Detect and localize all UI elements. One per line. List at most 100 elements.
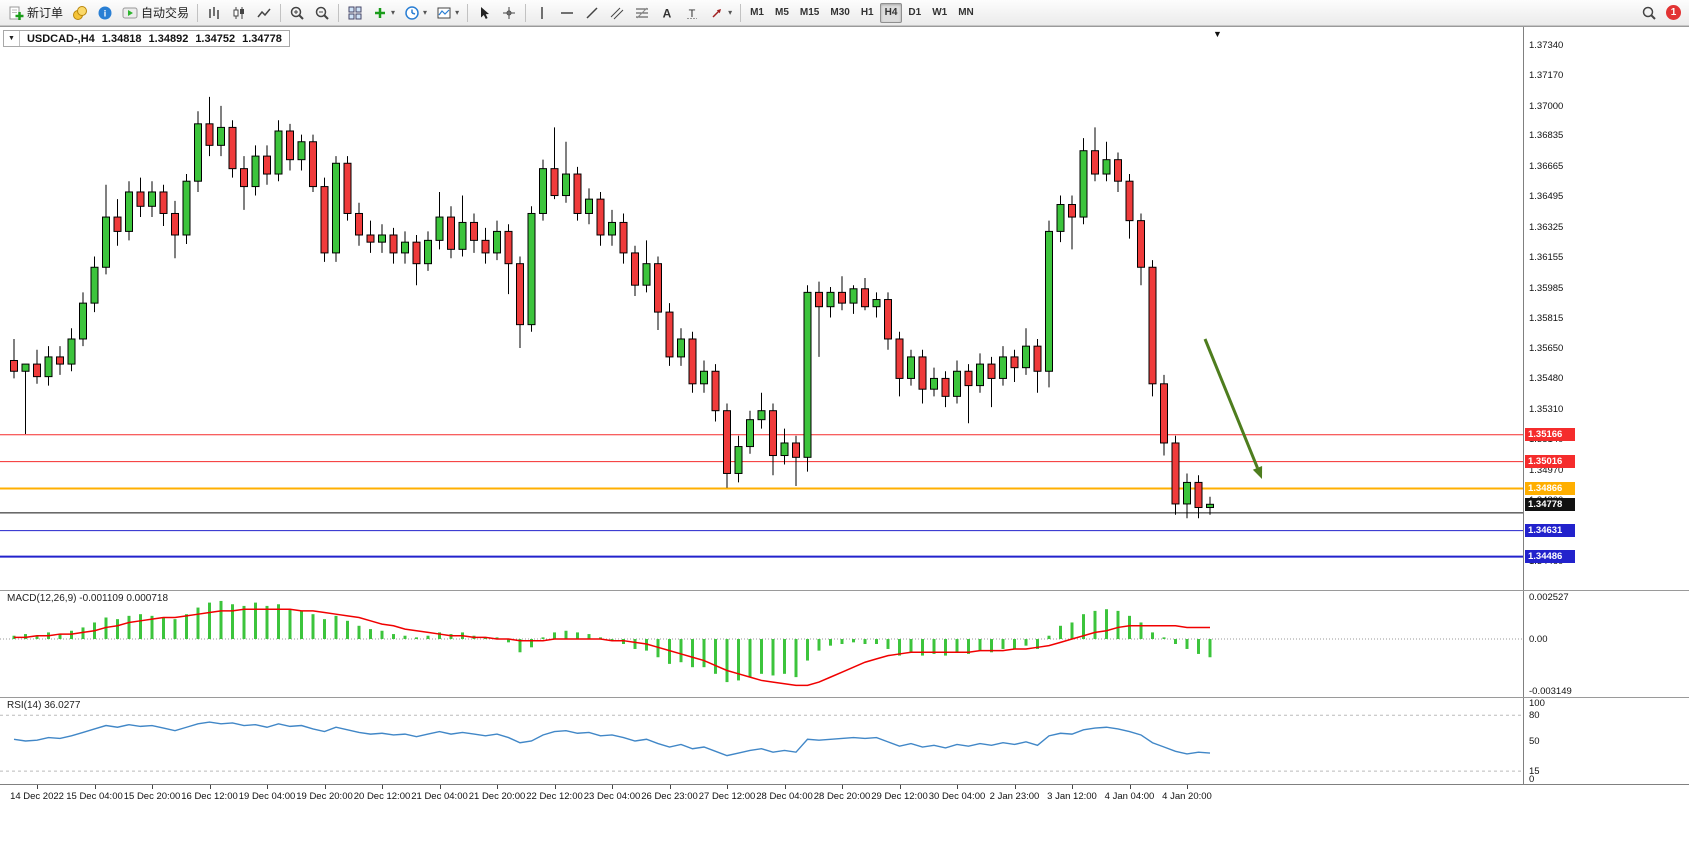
time-tick bbox=[94, 785, 96, 789]
notification-badge[interactable]: 1 bbox=[1666, 5, 1681, 20]
trendline-button[interactable] bbox=[580, 2, 604, 24]
timeframe-d1[interactable]: D1 bbox=[908, 7, 922, 18]
time-label: 16 Dec 12:00 bbox=[181, 791, 238, 802]
macd-label: MACD(12,26,9) -0.001109 0.000718 bbox=[5, 593, 171, 604]
cursor-button[interactable] bbox=[472, 2, 496, 24]
rsi-tick: 50 bbox=[1529, 736, 1540, 747]
price-tag: 1.34631 bbox=[1525, 524, 1575, 538]
timeframe-w1[interactable]: W1 bbox=[932, 7, 948, 18]
zoom-out-button[interactable] bbox=[310, 2, 334, 24]
templates-icon bbox=[436, 5, 452, 21]
symbol-dropdown-icon[interactable]: ▼ bbox=[4, 31, 20, 46]
toolbar-separator bbox=[280, 3, 282, 22]
coins-icon bbox=[72, 5, 88, 21]
candlestick-chart-button[interactable] bbox=[227, 2, 251, 24]
autotrading-button[interactable]: 自动交易 bbox=[118, 2, 193, 24]
tile-windows-button[interactable] bbox=[343, 2, 367, 24]
text-button[interactable]: A bbox=[655, 2, 679, 24]
time-label: 19 Dec 04:00 bbox=[238, 791, 296, 802]
chevron-down-icon: ▾ bbox=[728, 8, 733, 17]
vertical-line-icon bbox=[534, 5, 550, 21]
chart-ohlc-box: ▼ USDCAD-,H4 1.34818 1.34892 1.34752 1.3… bbox=[3, 30, 290, 47]
time-label: 19 Dec 20:00 bbox=[296, 791, 353, 802]
rsi-tick: 0 bbox=[1529, 774, 1535, 785]
main-chart[interactable] bbox=[0, 27, 1523, 590]
label-button[interactable]: T bbox=[680, 2, 704, 24]
price-axis[interactable]: 1.37340 1.37170 1.37000 1.36835 1.36665 1.364… bbox=[1523, 27, 1689, 590]
new-order-button[interactable]: 新订单 bbox=[4, 2, 67, 24]
time-label: 23 Dec 04:00 bbox=[583, 791, 641, 802]
timeframe-mn[interactable]: MN bbox=[958, 7, 974, 18]
price-tick: 1.36325 bbox=[1529, 221, 1564, 233]
svg-text:A: A bbox=[663, 6, 672, 20]
toolbar-separator bbox=[197, 3, 199, 22]
rsi-value: 36.0277 bbox=[44, 700, 81, 711]
channel-icon bbox=[609, 5, 625, 21]
rsi-panel[interactable] bbox=[0, 698, 1523, 784]
time-tick bbox=[37, 785, 38, 789]
time-label: 2 Jan 23:00 bbox=[989, 791, 1040, 802]
cursor-icon bbox=[476, 5, 492, 21]
bar-chart-icon bbox=[206, 5, 222, 21]
time-axis[interactable]: 14 Dec 2022 15 Dec 04:00 15 Dec 20:00 16 De… bbox=[0, 784, 1689, 810]
line-chart-button[interactable] bbox=[252, 2, 276, 24]
horizontal-line-icon bbox=[559, 5, 575, 21]
time-label: 22 Dec 12:00 bbox=[526, 791, 583, 802]
timeframe-h1[interactable]: H1 bbox=[860, 7, 874, 18]
timeframe-m1[interactable]: M1 bbox=[750, 7, 764, 18]
time-tick bbox=[382, 785, 383, 789]
ohlc-low: 1.34752 bbox=[195, 32, 236, 45]
news-button[interactable]: i bbox=[93, 2, 117, 24]
timeframe-m30[interactable]: M30 bbox=[830, 7, 850, 18]
rsi-tick: 15 bbox=[1529, 766, 1540, 778]
macd-panel[interactable] bbox=[0, 591, 1523, 697]
price-tick: 1.36155 bbox=[1529, 252, 1564, 264]
vertical-line-button[interactable] bbox=[530, 2, 554, 24]
price-tag: 1.34778 bbox=[1525, 497, 1575, 511]
time-tick bbox=[554, 785, 556, 789]
time-tick bbox=[784, 785, 786, 789]
svg-text:T: T bbox=[689, 8, 696, 20]
text-icon: A bbox=[659, 5, 675, 21]
macd-name: MACD(12,26,9) bbox=[7, 593, 77, 604]
time-label: 4 Jan 20:00 bbox=[1162, 791, 1212, 802]
time-tick bbox=[1129, 785, 1131, 789]
toolbar-separator bbox=[525, 3, 527, 22]
coins-button[interactable] bbox=[68, 2, 92, 24]
price-tick: 1.36665 bbox=[1529, 160, 1564, 172]
crosshair-button[interactable] bbox=[497, 2, 521, 24]
time-tick bbox=[727, 785, 728, 789]
chevron-down-icon: ▾ bbox=[391, 8, 396, 17]
time-tick bbox=[324, 785, 326, 789]
periods-icon bbox=[404, 5, 420, 21]
timeframe-h4[interactable]: H4 bbox=[879, 2, 903, 23]
timeframe-m5[interactable]: M5 bbox=[775, 7, 789, 18]
indicators-button[interactable]: ▾ bbox=[368, 2, 399, 24]
periods-button[interactable]: ▾ bbox=[400, 2, 431, 24]
horizontal-line-button[interactable] bbox=[555, 2, 579, 24]
zoom-in-icon bbox=[289, 5, 305, 21]
autotrading-label: 自动交易 bbox=[141, 6, 190, 20]
time-tick bbox=[209, 785, 211, 789]
toolbar-separator bbox=[467, 3, 469, 22]
price-tick: 1.36495 bbox=[1529, 191, 1564, 203]
crosshair-icon bbox=[501, 5, 517, 21]
timeframe-m15[interactable]: M15 bbox=[799, 7, 820, 18]
search-button[interactable] bbox=[1637, 2, 1661, 24]
channel-button[interactable] bbox=[605, 2, 629, 24]
arrows-icon bbox=[709, 5, 725, 21]
time-label: 30 Dec 04:00 bbox=[928, 791, 986, 802]
panel-divider[interactable] bbox=[0, 697, 1689, 698]
bar-chart-button[interactable] bbox=[202, 2, 226, 24]
templates-button[interactable]: ▾ bbox=[432, 2, 463, 24]
chart-shift-marker[interactable]: ▼ bbox=[1213, 29, 1222, 39]
price-tick: 1.35815 bbox=[1529, 313, 1564, 325]
zoom-in-button[interactable] bbox=[285, 2, 309, 24]
arrows-button[interactable]: ▾ bbox=[705, 2, 736, 24]
panel-divider[interactable] bbox=[0, 590, 1689, 591]
time-label: 15 Dec 04:00 bbox=[66, 791, 123, 802]
new-order-label: 新订单 bbox=[27, 6, 64, 20]
fibonacci-button[interactable] bbox=[630, 2, 654, 24]
time-label: 28 Dec 20:00 bbox=[813, 791, 871, 802]
time-label: 20 Dec 12:00 bbox=[353, 791, 411, 802]
